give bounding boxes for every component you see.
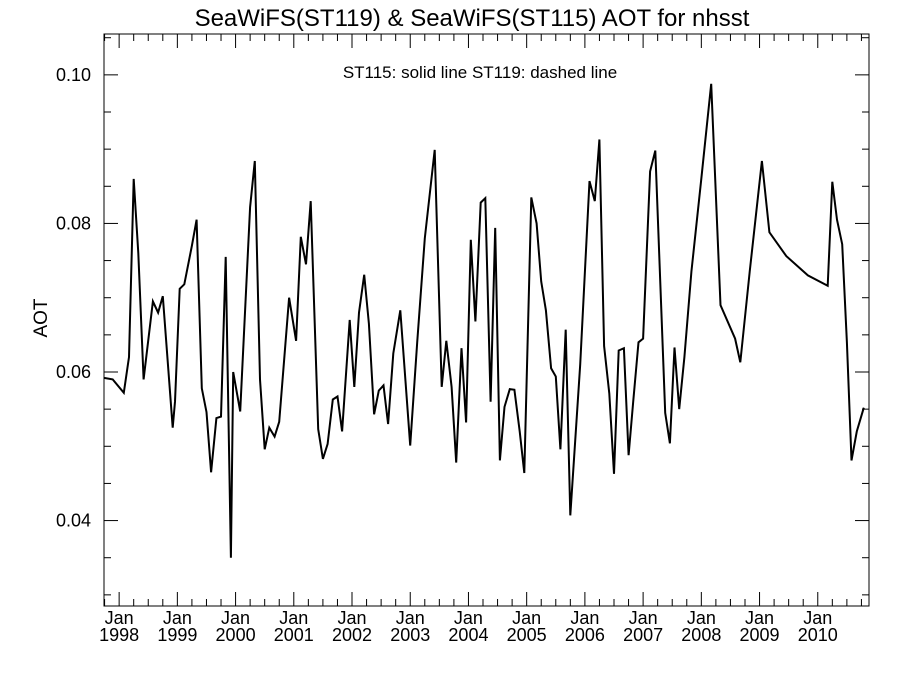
chart-title: SeaWiFS(ST119) & SeaWiFS(ST115) AOT for … (195, 5, 750, 32)
axis-tick-labels: 0.040.060.080.10Jan1998Jan1999Jan2000Jan… (56, 65, 838, 645)
y-tick-label: 0.10 (56, 65, 91, 85)
axis-ticks (104, 34, 869, 606)
y-tick-label: 0.08 (56, 213, 91, 233)
series-layer (103, 83, 865, 558)
x-tick-label-year: 2001 (274, 625, 314, 645)
x-tick-label-month: Jan (629, 608, 658, 628)
x-tick-label-month: Jan (105, 608, 134, 628)
x-tick-label-year: 1999 (157, 625, 197, 645)
x-tick-label-year: 2004 (448, 625, 488, 645)
x-tick-label-month: Jan (163, 608, 192, 628)
x-tick-label-month: Jan (512, 608, 541, 628)
x-tick-label-month: Jan (454, 608, 483, 628)
x-tick-label-month: Jan (803, 608, 832, 628)
x-tick-label-month: Jan (396, 608, 425, 628)
x-tick-label-year: 2008 (681, 625, 721, 645)
x-tick-label-month: Jan (221, 608, 250, 628)
x-tick-label-month: Jan (570, 608, 599, 628)
x-tick-label-year: 2010 (798, 625, 838, 645)
x-tick-label-year: 1998 (99, 625, 139, 645)
x-tick-label-month: Jan (279, 608, 308, 628)
x-tick-label-month: Jan (687, 608, 716, 628)
x-tick-label-year: 2002 (332, 625, 372, 645)
legend-annotation: ST115: solid line ST119: dashed line (343, 63, 617, 82)
x-tick-label-year: 2005 (507, 625, 547, 645)
y-axis-label: AOT (31, 298, 52, 337)
y-tick-label: 0.04 (56, 511, 91, 531)
x-tick-label-month: Jan (745, 608, 774, 628)
x-tick-label-year: 2009 (740, 625, 780, 645)
plot-frame (103, 33, 870, 607)
x-tick-label-month: Jan (337, 608, 366, 628)
y-tick-label: 0.06 (56, 362, 91, 382)
x-tick-label-year: 2000 (216, 625, 256, 645)
series-line-st115 (103, 83, 865, 558)
x-tick-label-year: 2003 (390, 625, 430, 645)
x-tick-label-year: 2007 (623, 625, 663, 645)
x-tick-label-year: 2006 (565, 625, 605, 645)
